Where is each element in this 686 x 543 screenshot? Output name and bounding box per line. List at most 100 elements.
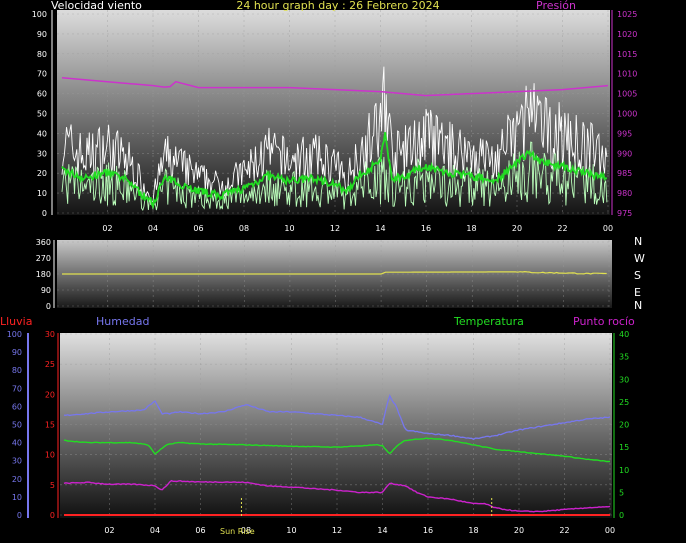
y-tick-label: 990 [617,149,632,158]
wind-average-line [61,132,607,210]
y-tick-label: 10 [37,189,47,198]
y-tick-label: 975 [617,209,632,218]
x-tick-label: 00 [605,526,615,535]
compass-n-bottom: N [634,299,642,312]
y-tick-label: 25 [45,360,55,369]
x-tick-label: 02 [102,224,112,233]
wind-direction-line [62,270,607,275]
y-tick-label: 80 [12,366,22,375]
x-tick-label: 12 [332,526,342,535]
dewpoint-label: Punto rocío [573,315,635,328]
humidity-label: Humedad [96,315,149,328]
y-tick-label: 50 [37,110,47,119]
y-tick-label: 30 [37,149,47,158]
y-tick-label: 5 [619,488,624,497]
x-tick-label: 04 [150,526,160,535]
rain-label: Lluvia [0,315,32,328]
y-tick-label: 5 [50,481,55,490]
wind-gust-line [61,66,608,203]
y-tick-label: 1010 [617,70,637,79]
y-tick-label: 20 [12,475,22,484]
dewpoint-line [63,479,611,513]
y-tick-label: 20 [619,421,629,430]
x-tick-label: 10 [284,224,294,233]
x-tick-label: 04 [148,224,158,233]
y-tick-label: 90 [12,348,22,357]
x-tick-label: 16 [423,526,433,535]
y-tick-label: 0 [50,511,55,520]
x-tick-label: 10 [286,526,296,535]
y-tick-label: 40 [619,330,629,339]
y-tick-label: 10 [12,493,22,502]
y-tick-label: 0 [46,302,51,311]
x-tick-label: 22 [559,526,569,535]
x-tick-label: 18 [466,224,476,233]
temperature-panel [60,333,612,518]
y-tick-label: 0 [17,511,22,520]
x-tick-label: 08 [241,526,251,535]
y-tick-label: 40 [12,439,22,448]
y-tick-label: 30 [45,330,55,339]
y-tick-label: 1005 [617,90,637,99]
x-tick-label: 18 [468,526,478,535]
y-tick-label: 90 [41,286,51,295]
graph-title: 24 hour graph day : 26 Febrero 2024 [236,0,439,12]
x-tick-label: 08 [239,224,249,233]
y-tick-label: 100 [7,330,22,339]
y-tick-label: 90 [37,30,47,39]
compass-s: S [634,269,641,282]
y-tick-label: 180 [36,270,51,279]
sunrise-label: Sun Rise [220,527,255,536]
y-tick-label: 360 [36,238,51,247]
y-tick-label: 1015 [617,50,637,59]
y-tick-label: 1020 [617,30,637,39]
y-tick-label: 1000 [617,110,637,119]
x-tick-label: 20 [514,526,524,535]
y-tick-label: 15 [45,421,55,430]
wind-speed-label: Velocidad viento [51,0,142,12]
x-tick-label: 22 [557,224,567,233]
y-tick-label: 0 [42,209,47,218]
x-tick-label: 06 [195,526,205,535]
y-tick-label: 30 [619,375,629,384]
y-tick-label: 50 [12,421,22,430]
x-tick-label: 14 [375,224,385,233]
x-tick-label: 06 [193,224,203,233]
y-tick-label: 10 [45,451,55,460]
y-tick-label: 270 [36,254,51,263]
x-tick-label: 20 [512,224,522,233]
y-tick-label: 995 [617,129,632,138]
y-tick-label: 35 [619,353,629,362]
y-tick-label: 25 [619,398,629,407]
y-tick-label: 60 [12,402,22,411]
x-tick-label: 16 [421,224,431,233]
y-tick-label: 40 [37,129,47,138]
y-tick-label: 80 [37,50,47,59]
compass-w: W [634,252,645,265]
y-tick-label: 30 [12,457,22,466]
x-tick-label: 12 [330,224,340,233]
y-tick-label: 20 [37,169,47,178]
y-tick-label: 1025 [617,10,637,19]
y-tick-label: 985 [617,169,632,178]
y-tick-label: 980 [617,189,632,198]
y-tick-label: 60 [37,90,47,99]
x-tick-label: 14 [377,526,387,535]
pressure-line [61,76,609,97]
y-tick-label: 70 [37,70,47,79]
pressure-label: Presión [536,0,576,12]
temperature-label: Temperatura [453,315,524,328]
y-tick-label: 100 [32,10,47,19]
y-tick-label: 20 [45,390,55,399]
y-tick-label: 15 [619,443,629,452]
compass-n-top: N [634,235,642,248]
y-tick-label: 0 [619,511,624,520]
humidity-line [63,394,611,441]
x-tick-label: 02 [104,526,114,535]
compass-e: E [634,286,641,299]
temperature-line [63,437,611,463]
x-tick-label: 00 [603,224,613,233]
y-tick-label: 10 [619,466,629,475]
y-tick-label: 70 [12,384,22,393]
